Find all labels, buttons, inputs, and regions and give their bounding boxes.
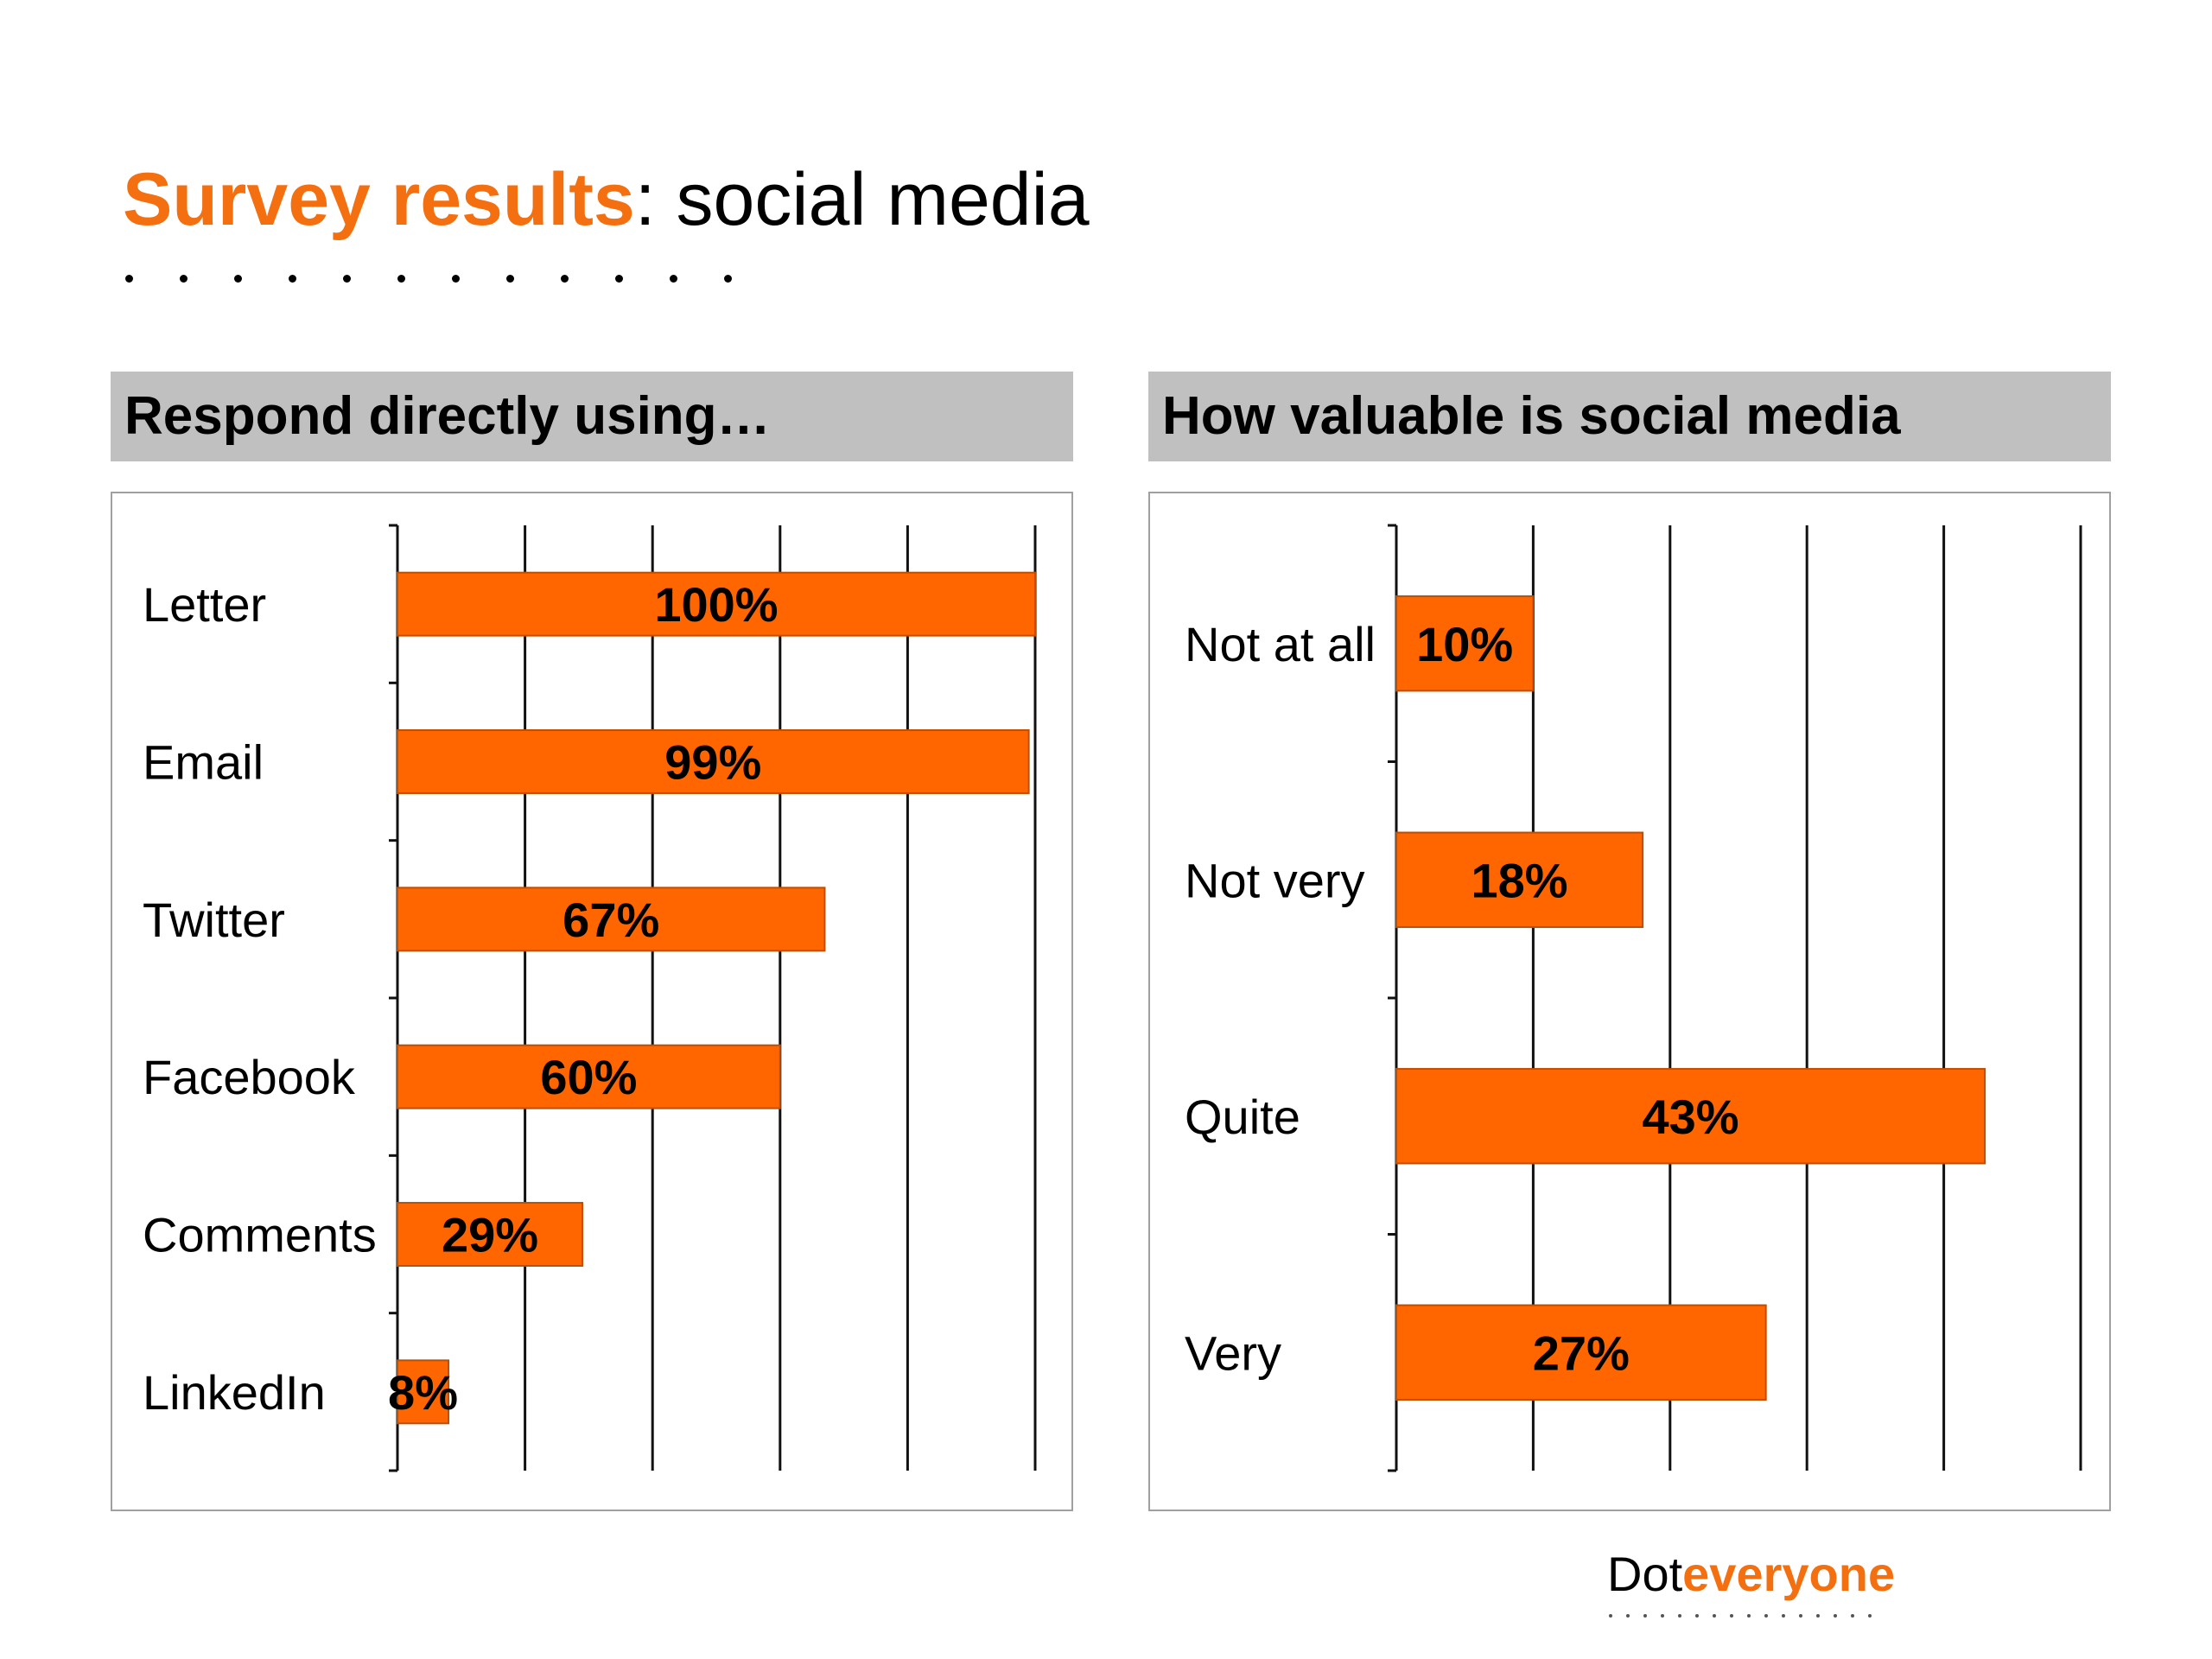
slide-title-rest: : social media [634,158,1090,241]
doteveryone-logo: Doteveryone [1607,1550,1895,1599]
divider-dot [180,275,188,283]
divider-dot [670,275,677,283]
logo-dot [1713,1614,1716,1618]
category-label: Twitter [143,893,285,947]
value-label: 60% [540,1050,637,1104]
divider-dot [724,275,732,283]
logo-dot [1730,1614,1733,1618]
respond-directly-bar-chart: Letter 100% Email 99% Twitter 67% Facebook 60% C… [143,524,1037,1472]
value-label: 100% [654,577,778,632]
value-label: 10% [1416,617,1513,671]
divider-dot [452,275,460,283]
divider-dot [343,275,351,283]
divider-dot [506,275,514,283]
bar [1395,1068,1986,1165]
bar [397,729,1030,794]
logo-dot [1661,1614,1664,1618]
value-label: 8% [388,1365,458,1420]
social-media-value-bar-chart: Not at all 10% Not very 18% Quite 43% Very 27% [1185,524,2082,1472]
bar [1395,831,1644,928]
logo-dot [1799,1614,1802,1618]
bar [397,571,1036,637]
logo-dot [1851,1614,1854,1618]
left-panel-header: Respond directly using… [111,372,1073,461]
category-label: Not at all [1185,617,1376,671]
bar [1395,1304,1767,1401]
logo-dot [1868,1614,1872,1618]
bar [397,1044,781,1109]
category-label: Not very [1185,853,1365,907]
category-label: Email [143,735,264,790]
bar [397,1359,450,1425]
divider-dot [561,275,569,283]
logo-dot [1695,1614,1699,1618]
bar [397,887,826,952]
logo-text-dot: Dot [1607,1547,1683,1601]
divider-dot [125,275,133,283]
logo-text-everyone: everyone [1682,1547,1896,1601]
right-chart-panel: Not at all 10% Not very 18% Quite 43% Very 27% [1148,492,2111,1511]
logo-dot [1678,1614,1681,1618]
logo-dot [1764,1614,1768,1618]
value-label: 27% [1533,1325,1630,1380]
right-panel-header: How valuable is social media [1148,372,2111,461]
category-label: LinkedIn [143,1365,326,1420]
value-label: 29% [442,1208,538,1262]
value-label: 99% [664,735,761,790]
category-label: Letter [143,577,266,632]
left-chart-panel: Letter 100% Email 99% Twitter 67% Facebook 60% C… [111,492,1073,1511]
logo-dot [1834,1614,1837,1618]
category-label: Quite [1185,1090,1300,1144]
logo-dotted-underline [1609,1614,1872,1618]
bar [397,1202,584,1267]
bar [1395,595,1535,692]
value-label: 43% [1643,1090,1739,1144]
divider-dot [615,275,623,283]
logo-dot [1747,1614,1751,1618]
slide-title: Survey results: social media [123,162,1090,237]
value-label: 18% [1471,853,1568,907]
logo-dot [1626,1614,1630,1618]
slide-title-accent: Survey results [123,158,635,241]
divider-dot [397,275,405,283]
logo-dot [1609,1614,1612,1618]
value-label: 67% [563,893,659,947]
category-label: Facebook [143,1050,356,1104]
logo-dot [1782,1614,1785,1618]
divider-dot [289,275,296,283]
category-label: Very [1185,1325,1281,1380]
logo-dot [1816,1614,1820,1618]
title-dotted-divider [125,275,732,283]
divider-dot [234,275,242,283]
category-label: Comments [143,1208,377,1262]
logo-dot [1643,1614,1647,1618]
